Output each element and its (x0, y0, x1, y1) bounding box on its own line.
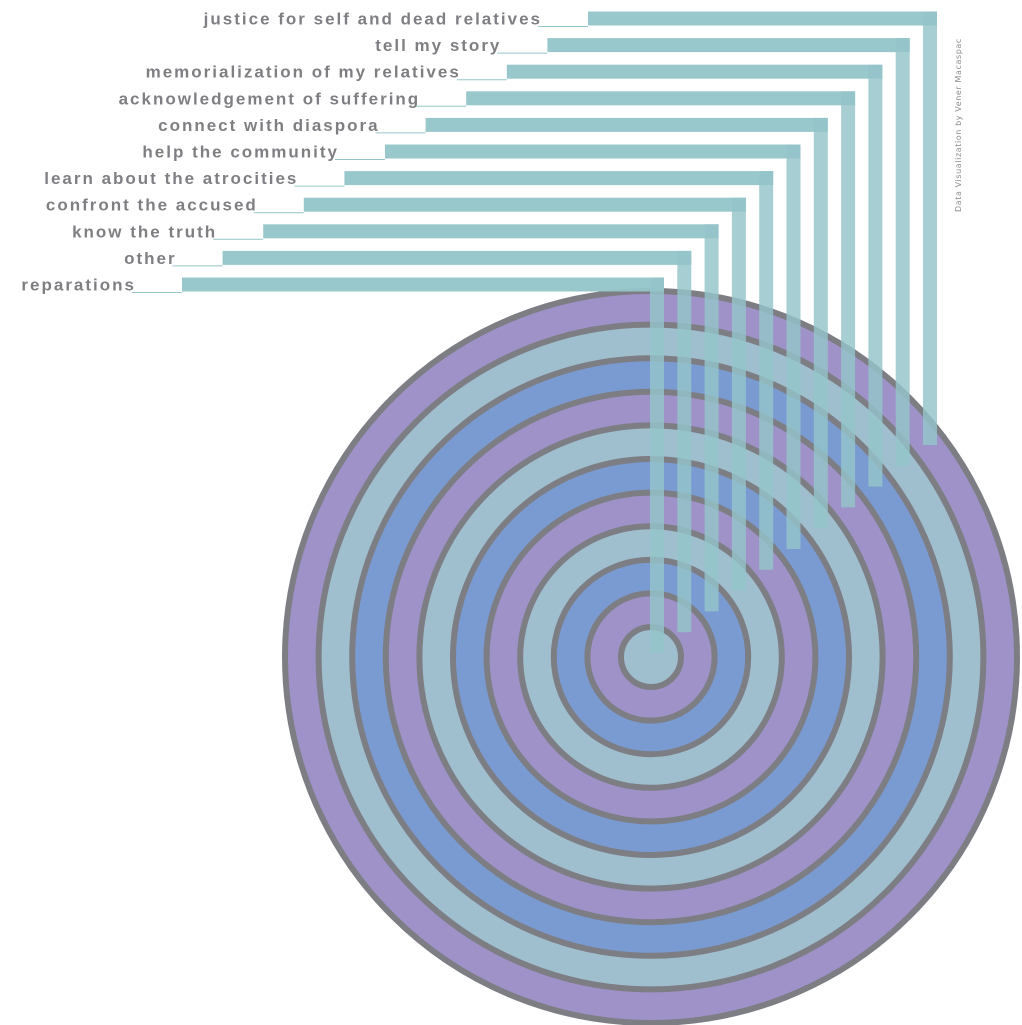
bar-arm (506, 64, 883, 79)
bar-acknowledgement-of-suffering (466, 91, 856, 508)
category-label: memorialization of my relatives (146, 63, 461, 82)
category-label: acknowledgement of suffering (119, 89, 421, 108)
bar-justice-for-self-and-dead-relatives (588, 11, 937, 445)
bar-leg (786, 144, 801, 549)
bar-connect-with-diaspora (425, 117, 828, 529)
bar-arm (588, 11, 937, 26)
bar-leg (677, 250, 692, 633)
bar-leg (704, 224, 719, 612)
bar-leg (731, 197, 746, 591)
bars-layer (182, 11, 937, 653)
bar-leg (868, 64, 883, 487)
category-label: tell my story (375, 36, 501, 55)
category-label: know the truth (72, 222, 217, 241)
bar-know-the-truth (263, 224, 719, 612)
category-label: justice for self and dead relatives (203, 10, 542, 29)
category-label: help the community (142, 143, 339, 162)
category-label: connect with diaspora (158, 116, 379, 135)
bar-leg (813, 117, 828, 529)
bar-leg (650, 277, 664, 653)
bar-tell-my-story (547, 38, 910, 466)
bar-arm (222, 250, 692, 265)
bar-reparations (182, 277, 664, 653)
bar-arm (303, 197, 746, 212)
bar-leg (841, 91, 856, 508)
bar-help-the-community (385, 144, 801, 549)
bar-arm (547, 38, 910, 53)
bar-leg (923, 11, 937, 445)
bar-leg (759, 171, 774, 570)
category-label: reparations (21, 276, 136, 295)
bar-arm (344, 171, 774, 186)
bar-arm (425, 117, 828, 132)
bar-arm (466, 91, 856, 106)
category-label: learn about the atrocities (44, 169, 298, 188)
bar-learn-about-the-atrocities (344, 171, 774, 570)
bar-confront-the-accused (303, 197, 746, 591)
bar-memorialization-of-my-relatives (506, 64, 883, 487)
labels-layer: justice for self and dead relatives tell … (21, 10, 588, 295)
bar-leg (895, 38, 910, 466)
bar-arm (385, 144, 801, 159)
bar-arm (182, 277, 664, 292)
bar-arm (263, 224, 719, 239)
bar-other (222, 250, 692, 633)
credit-text: Data Visualization by Vener Macaspac (954, 38, 963, 212)
category-label: confront the accused (46, 196, 258, 215)
category-label: other (124, 249, 177, 268)
